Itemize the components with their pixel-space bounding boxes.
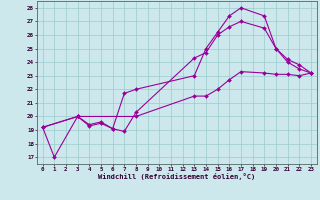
X-axis label: Windchill (Refroidissement éolien,°C): Windchill (Refroidissement éolien,°C)	[98, 173, 255, 180]
